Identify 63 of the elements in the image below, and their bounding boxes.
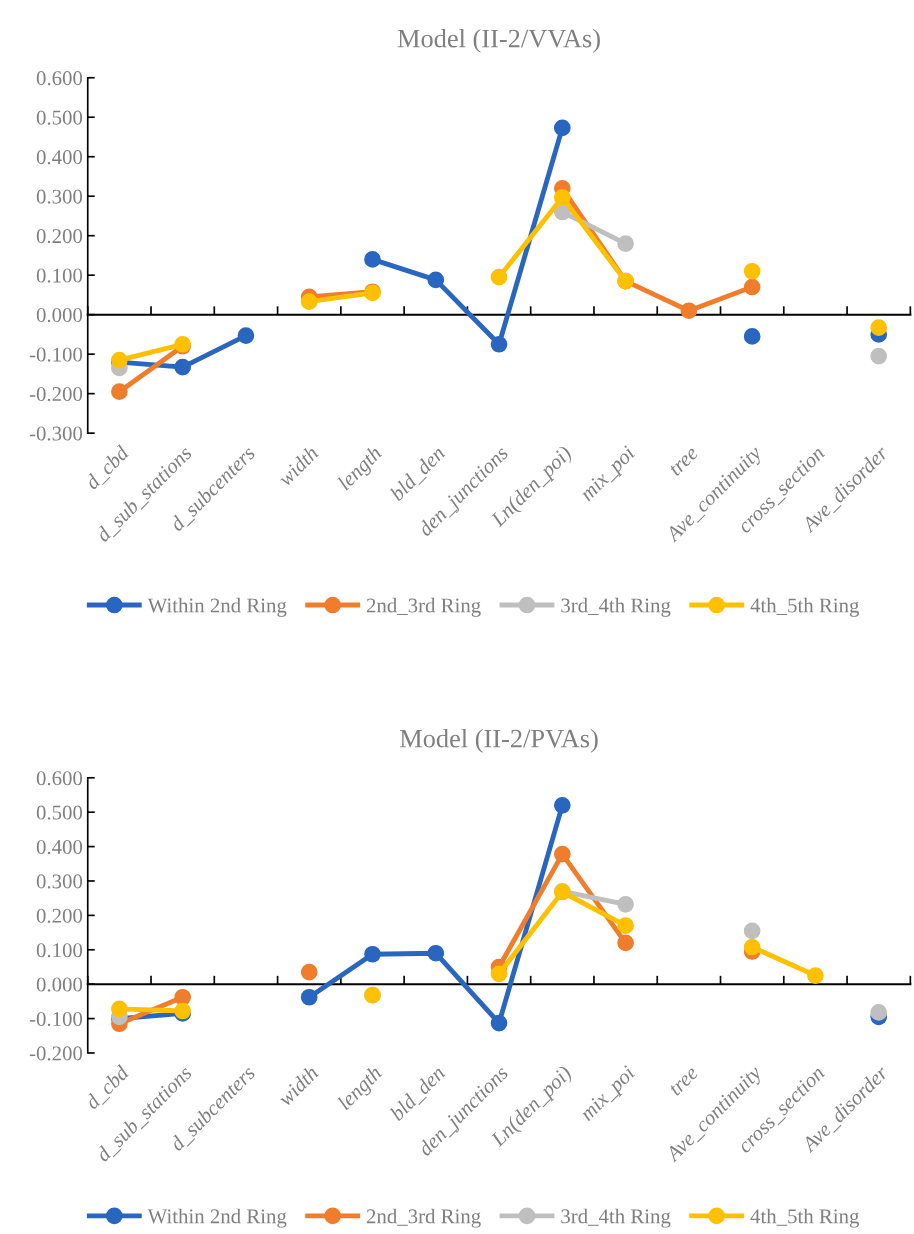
legend-label: 4th_5th Ring: [750, 597, 860, 617]
point: [617, 934, 634, 952]
y-tick-label: 0.300: [36, 874, 83, 889]
point: [870, 319, 888, 337]
y-tick-label: -0.200: [29, 387, 83, 402]
point: [617, 896, 634, 913]
legend-label: Within 2nd Ring: [147, 597, 287, 617]
chart-title: Model (II-2/PVAs): [399, 728, 598, 753]
point: [553, 119, 571, 137]
point: [174, 988, 191, 1006]
point: [553, 796, 571, 814]
point: [237, 327, 255, 344]
point: [617, 917, 634, 935]
point: [427, 944, 445, 962]
y-tick-label: 0.400: [36, 839, 83, 855]
point: [490, 1014, 508, 1032]
chart-title: Model (II-2/VVAs): [397, 28, 600, 53]
y-tick-label: 0.100: [36, 943, 83, 958]
legend-label: Within 2nd Ring: [147, 1208, 287, 1228]
point: [111, 383, 128, 401]
y-tick-label: 0.600: [36, 71, 83, 86]
y-tick-label: 0.200: [36, 908, 83, 923]
point: [743, 938, 761, 956]
point: [553, 189, 571, 206]
y-tick-label: 0.400: [36, 150, 83, 165]
legend-label: 3rd_4th Ring: [561, 1208, 671, 1228]
point: [490, 965, 508, 983]
y-tick-label: 0.600: [36, 771, 83, 786]
y-tick-label: -0.100: [29, 347, 83, 362]
point: [680, 302, 698, 320]
point: [743, 922, 761, 940]
point: [300, 293, 318, 310]
y-tick-label: 0.500: [36, 805, 83, 820]
y-tick-label: -0.100: [29, 1011, 83, 1027]
point: [427, 271, 445, 289]
y-tick-label: 0.000: [36, 308, 83, 323]
point: [553, 845, 571, 863]
point: [490, 335, 508, 353]
y-tick-label: 0.300: [36, 189, 83, 204]
point: [743, 278, 761, 296]
legend-label: 2nd_3rd Ring: [366, 1208, 481, 1228]
point: [490, 268, 508, 286]
point: [870, 347, 888, 365]
y-tick-label: -0.200: [29, 1046, 83, 1061]
y-tick-label: 0.000: [36, 977, 83, 992]
point: [300, 988, 318, 1006]
point: [807, 967, 824, 984]
point: [111, 1000, 128, 1018]
y-tick-label: 0.100: [36, 268, 83, 283]
point: [743, 262, 761, 280]
legend-label: 2nd_3rd Ring: [366, 597, 481, 617]
point: [870, 1004, 888, 1021]
y-tick-label: 0.200: [36, 229, 83, 244]
point: [364, 945, 381, 963]
point: [174, 358, 191, 376]
point: [364, 251, 381, 268]
legend-label: 3rd_4th Ring: [561, 597, 671, 617]
point: [743, 328, 761, 345]
point: [617, 235, 634, 252]
legend-label: 4th_5th Ring: [750, 1208, 860, 1228]
y-tick-label: -0.300: [29, 426, 83, 441]
y-tick-label: 0.500: [36, 110, 83, 125]
point: [300, 963, 318, 981]
